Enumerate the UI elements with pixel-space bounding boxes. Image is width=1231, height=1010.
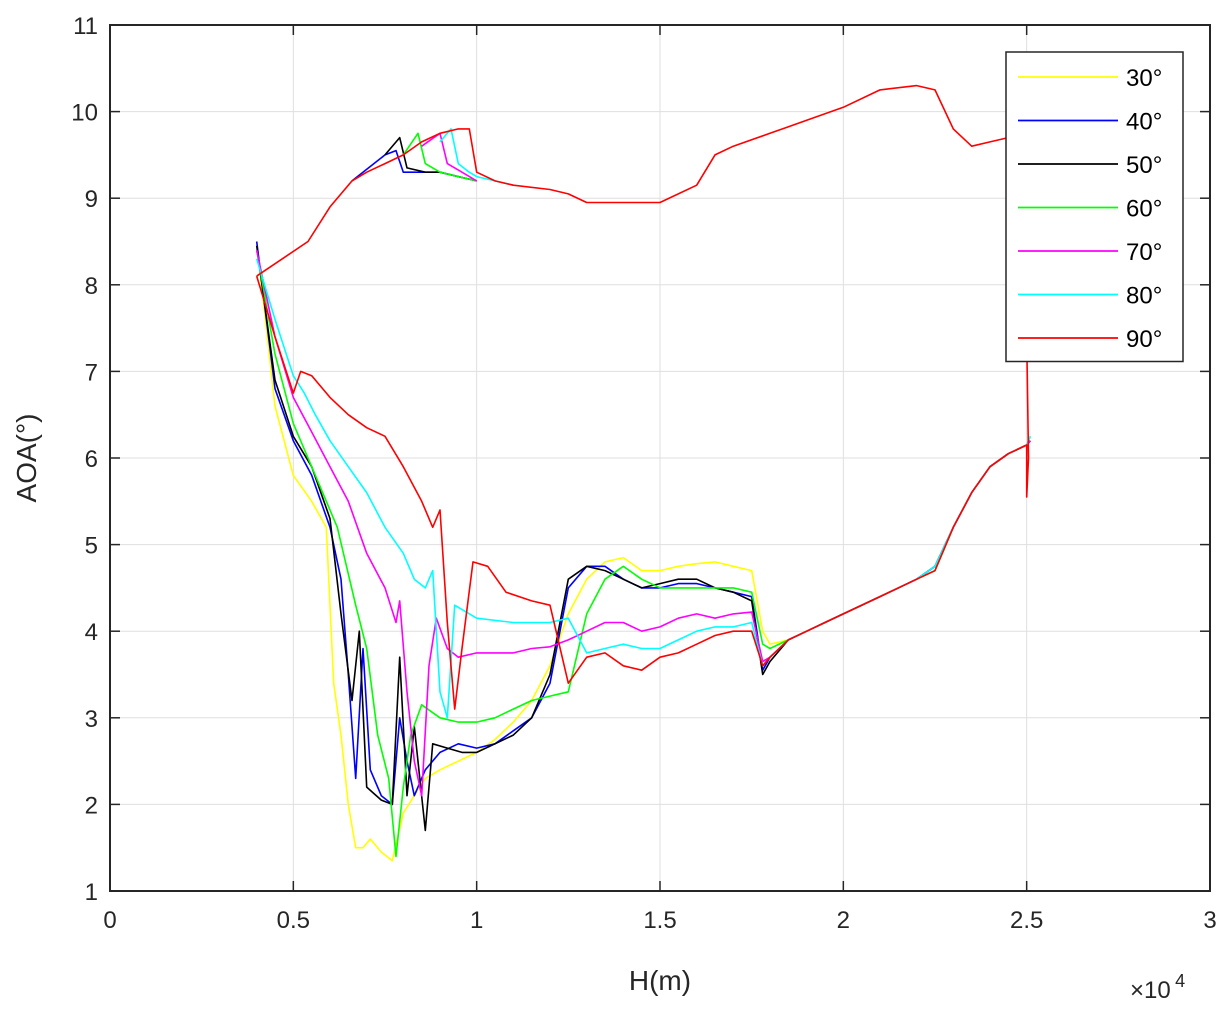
- y-axis-label: AOA(°): [11, 414, 42, 503]
- x-tick-label: 1.5: [643, 907, 676, 934]
- y-tick-label: 7: [85, 359, 98, 386]
- x-tick-label: 2: [837, 907, 850, 934]
- series-layer: [255, 84, 1032, 862]
- series-line-upper-branch: [256, 84, 1027, 277]
- legend-label-70: 70°: [1126, 239, 1162, 266]
- y-tick-label: 8: [85, 273, 98, 300]
- axis-ticks: 0 0.5 1 1.5 2 2.5 3 1 2 3 4 5 6 7 8 9 10 11: [71, 13, 1216, 934]
- legend-label-80: 80°: [1126, 283, 1162, 310]
- series-line-90-lower: [255, 275, 1030, 710]
- y-tick-label: 3: [85, 706, 98, 733]
- legend-label-40: 40°: [1126, 109, 1162, 136]
- x-axis-multiplier: ×10 4: [1130, 971, 1185, 1004]
- series-line-70-upper: [421, 132, 478, 182]
- x-axis-multiplier-exponent: 4: [1175, 971, 1185, 991]
- legend-label-30: 30°: [1126, 65, 1162, 92]
- x-axis-multiplier-base: ×10: [1130, 977, 1171, 1004]
- legend: 30° 40° 50° 60° 70° 80° 90°: [1005, 51, 1184, 363]
- y-tick-label: 1: [85, 879, 98, 906]
- x-tick-label: 0.5: [277, 907, 310, 934]
- y-tick-label: 2: [85, 792, 98, 819]
- x-axis-label: H(m): [629, 965, 691, 996]
- legend-label-60: 60°: [1126, 196, 1162, 223]
- series-line-60-upper: [402, 132, 477, 182]
- x-tick-label: 3: [1203, 907, 1216, 934]
- y-tick-label: 10: [71, 100, 98, 127]
- y-tick-label: 4: [85, 619, 98, 646]
- series-90: [255, 275, 1030, 710]
- x-tick-label: 2.5: [1010, 907, 1043, 934]
- x-tick-label: 0: [103, 907, 116, 934]
- y-tick-label: 5: [85, 533, 98, 560]
- y-tick-label: 9: [85, 186, 98, 213]
- x-tick-label: 1: [470, 907, 483, 934]
- y-tick-label: 11: [73, 13, 98, 40]
- y-tick-label: 6: [85, 446, 98, 473]
- legend-label-90: 90°: [1126, 326, 1162, 353]
- legend-label-50: 50°: [1126, 152, 1162, 179]
